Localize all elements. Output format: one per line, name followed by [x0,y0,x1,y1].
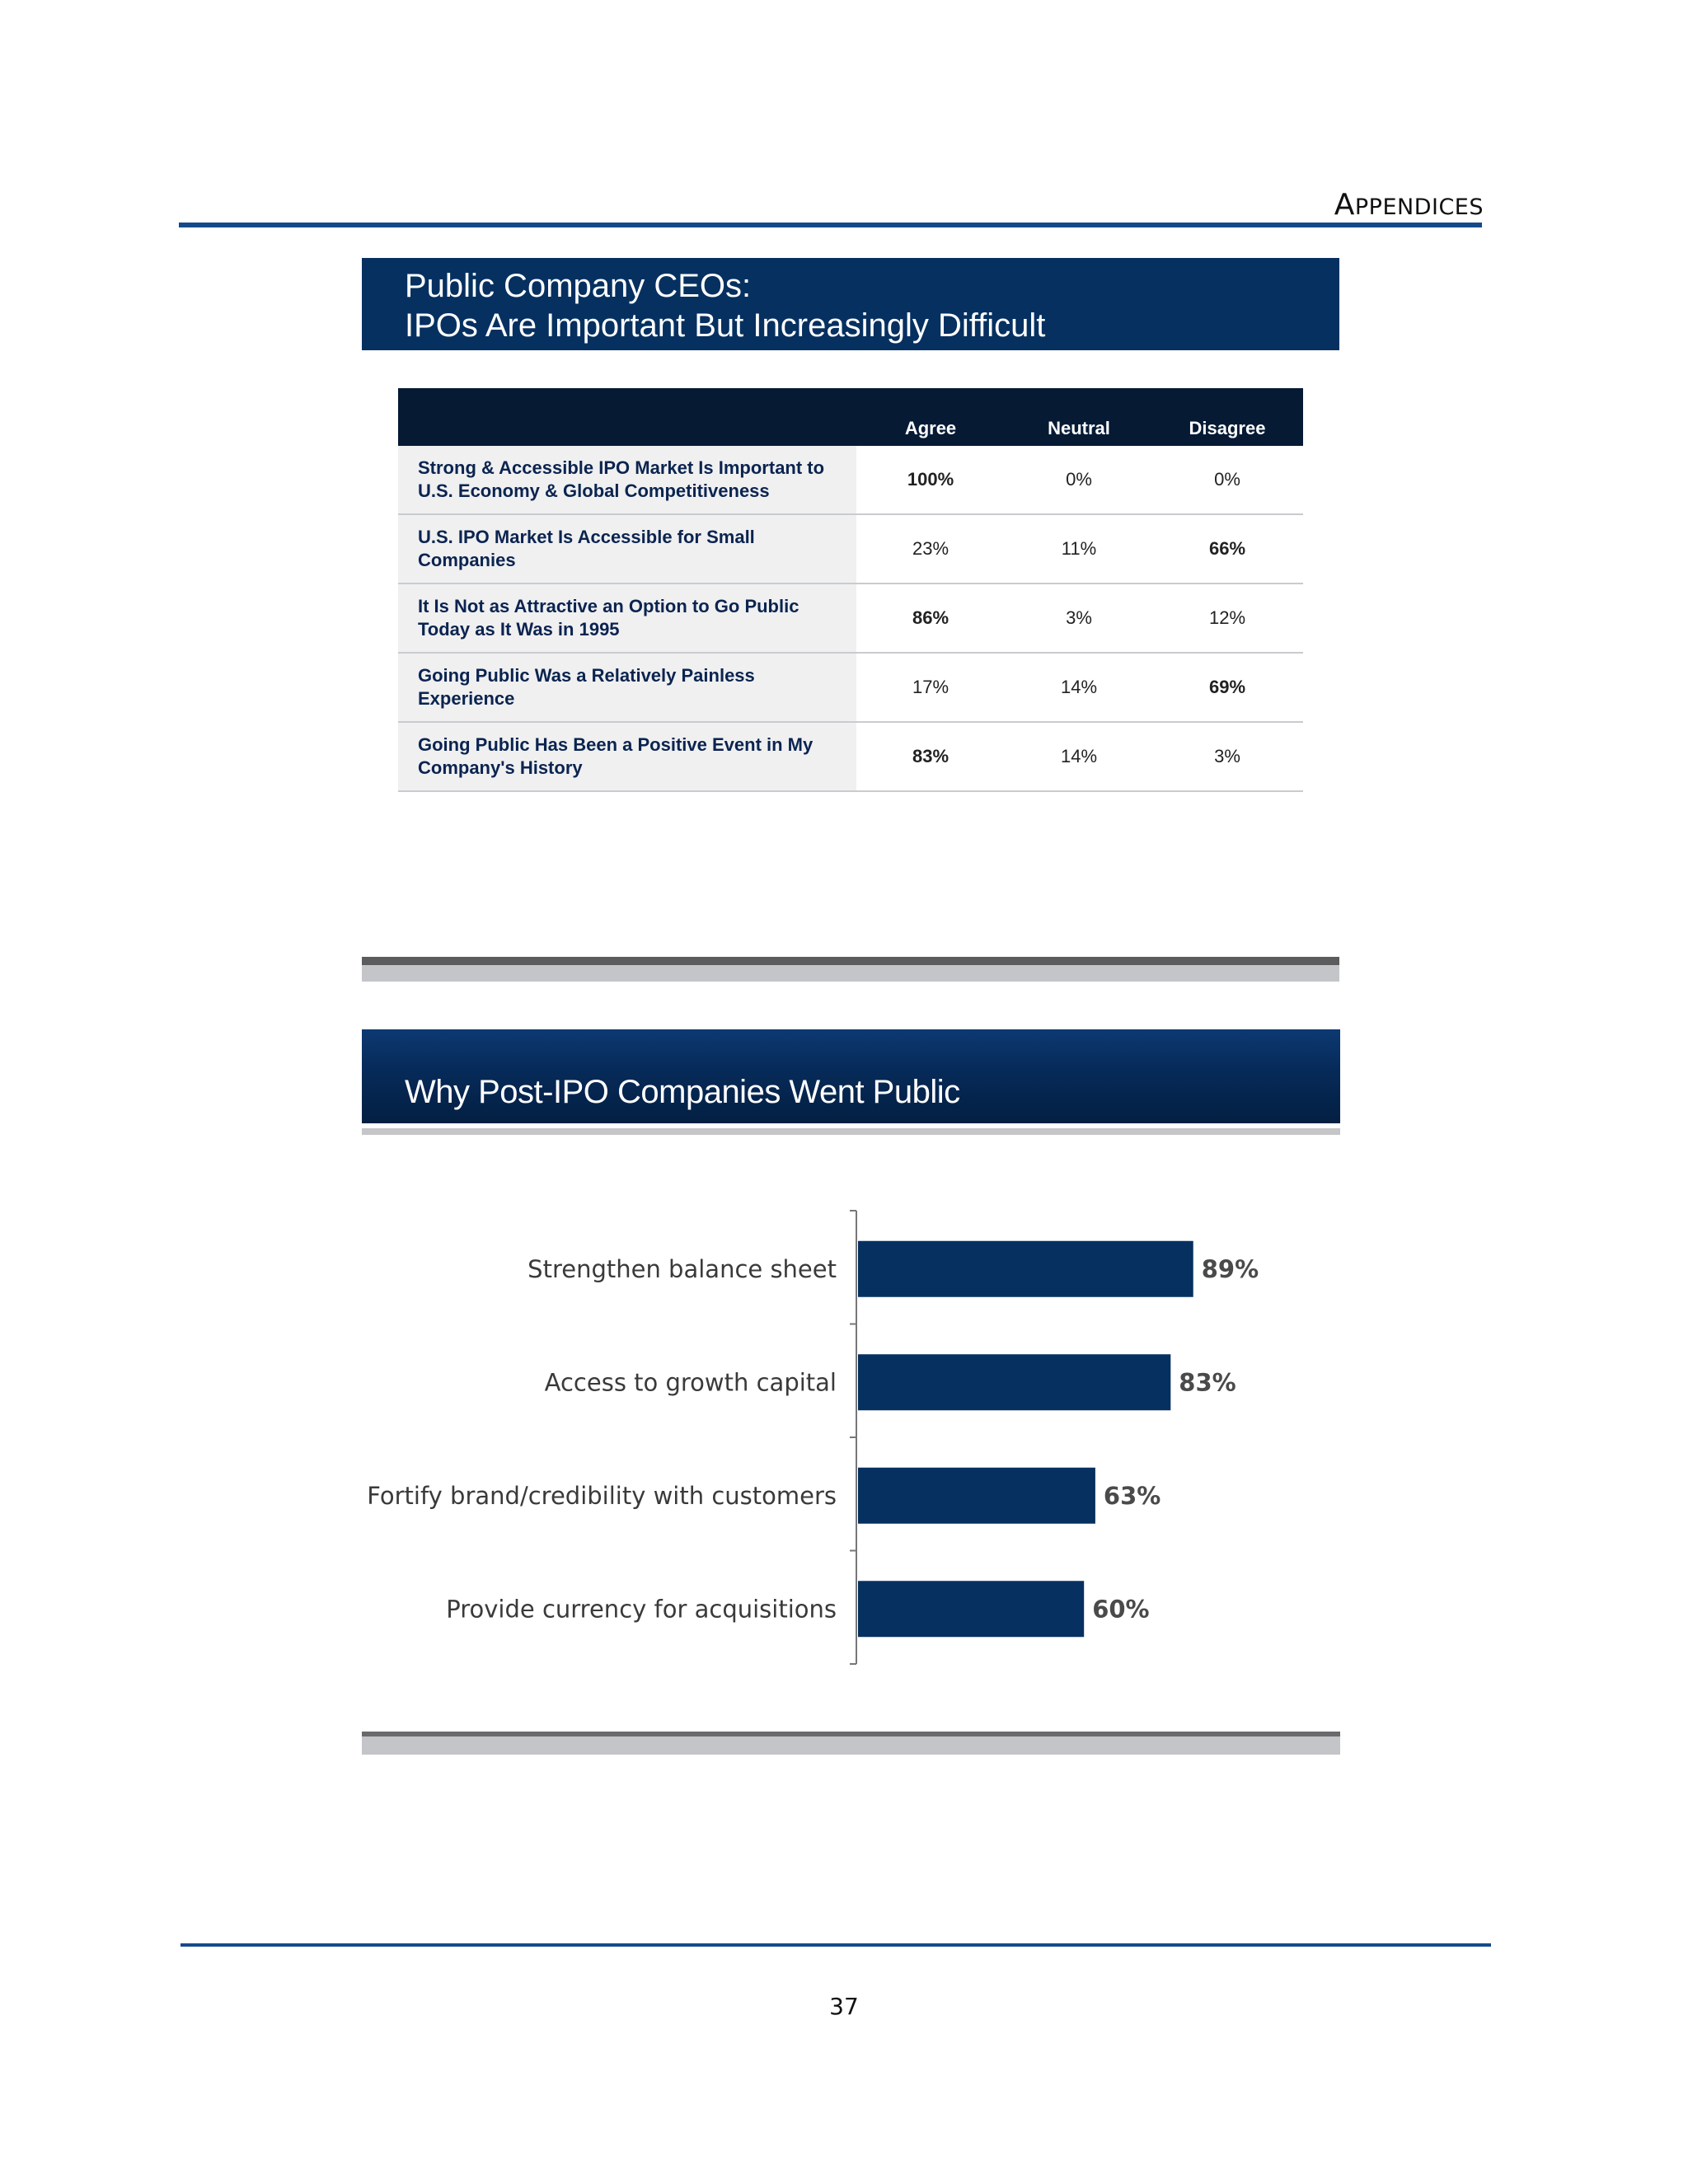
bar-value-label: 63% [1104,1482,1160,1510]
slide2-title: Why Post-IPO Companies Went Public [405,1074,960,1110]
cell-agree: 86% [912,607,950,628]
category-label: Strengthen balance sheet [528,1255,837,1283]
slide1-title-banner: Public Company CEOs: IPOs Are Important … [362,258,1339,350]
cell-neutral: 11% [1061,538,1097,559]
bar-value-label: 83% [1179,1368,1236,1396]
cell-agree: 83% [912,746,950,766]
table-row: Strong & Accessible IPO Market Is Import… [398,446,1303,515]
slide1-title-line2: IPOs Are Important But Increasingly Diff… [405,307,1046,344]
column-header-neutral: Neutral [1048,418,1110,438]
column-header-agree: Agree [904,418,957,438]
cell-disagree: 69% [1208,677,1246,697]
cell-neutral: 14% [1060,746,1098,766]
column-header-disagree: Disagree [1189,418,1266,438]
cell-agree: 23% [912,538,950,559]
section-header: APPENDICES [1236,188,1484,222]
bar [858,1581,1085,1638]
row-label: Going Public Has Been a Positive Event i… [398,723,856,790]
bar [858,1240,1193,1297]
row-label: Going Public Was a Relatively Painless E… [398,654,856,721]
row-label: Strong & Accessible IPO Market Is Import… [398,446,856,513]
cell-disagree: 66% [1208,538,1246,559]
page-number: 37 [829,1993,859,2020]
section-header-initial: A [1334,188,1355,222]
bar [858,1467,1095,1524]
category-label: Access to growth capital [545,1368,837,1396]
cell-neutral: 3% [1066,607,1092,628]
table-row: It Is Not as Attractive an Option to Go … [398,584,1303,654]
cell-disagree: 3% [1214,746,1240,766]
cell-neutral: 14% [1060,677,1098,697]
slide1-bottom-bar [362,957,1339,965]
cell-agree: 100% [907,469,954,490]
slide1-bottom-bar-shadow [362,965,1339,982]
slide2-bottom-bar [362,1732,1340,1736]
cell-disagree: 12% [1208,607,1246,628]
survey-table-header: Agree Neutral Disagree [398,388,1303,446]
bar [858,1354,1171,1411]
section-header-rest: PPENDICES [1354,194,1484,220]
slide2-title-banner: Why Post-IPO Companies Went Public [362,1029,1340,1123]
cell-agree: 17% [912,677,950,697]
bar-value-label: 89% [1202,1255,1259,1283]
row-label: It Is Not as Attractive an Option to Go … [398,584,856,652]
table-row: Going Public Was a Relatively Painless E… [398,654,1303,723]
cell-disagree: 0% [1214,469,1240,490]
header-rule [179,223,1482,227]
slide1-title-line1: Public Company CEOs: [405,268,752,304]
row-label: U.S. IPO Market Is Accessible for Small … [398,515,856,583]
table-row: U.S. IPO Market Is Accessible for Small … [398,515,1303,584]
slide2-title-rule [362,1128,1340,1135]
cell-neutral: 0% [1066,469,1092,490]
slide2-bottom-bar-shadow [362,1736,1340,1755]
bar-value-label: 60% [1092,1595,1149,1623]
footer-rule [181,1943,1491,1947]
category-label: Fortify brand/credibility with customers [367,1482,837,1510]
category-label: Provide currency for acquisitions [446,1595,837,1623]
table-row: Going Public Has Been a Positive Event i… [398,723,1303,792]
